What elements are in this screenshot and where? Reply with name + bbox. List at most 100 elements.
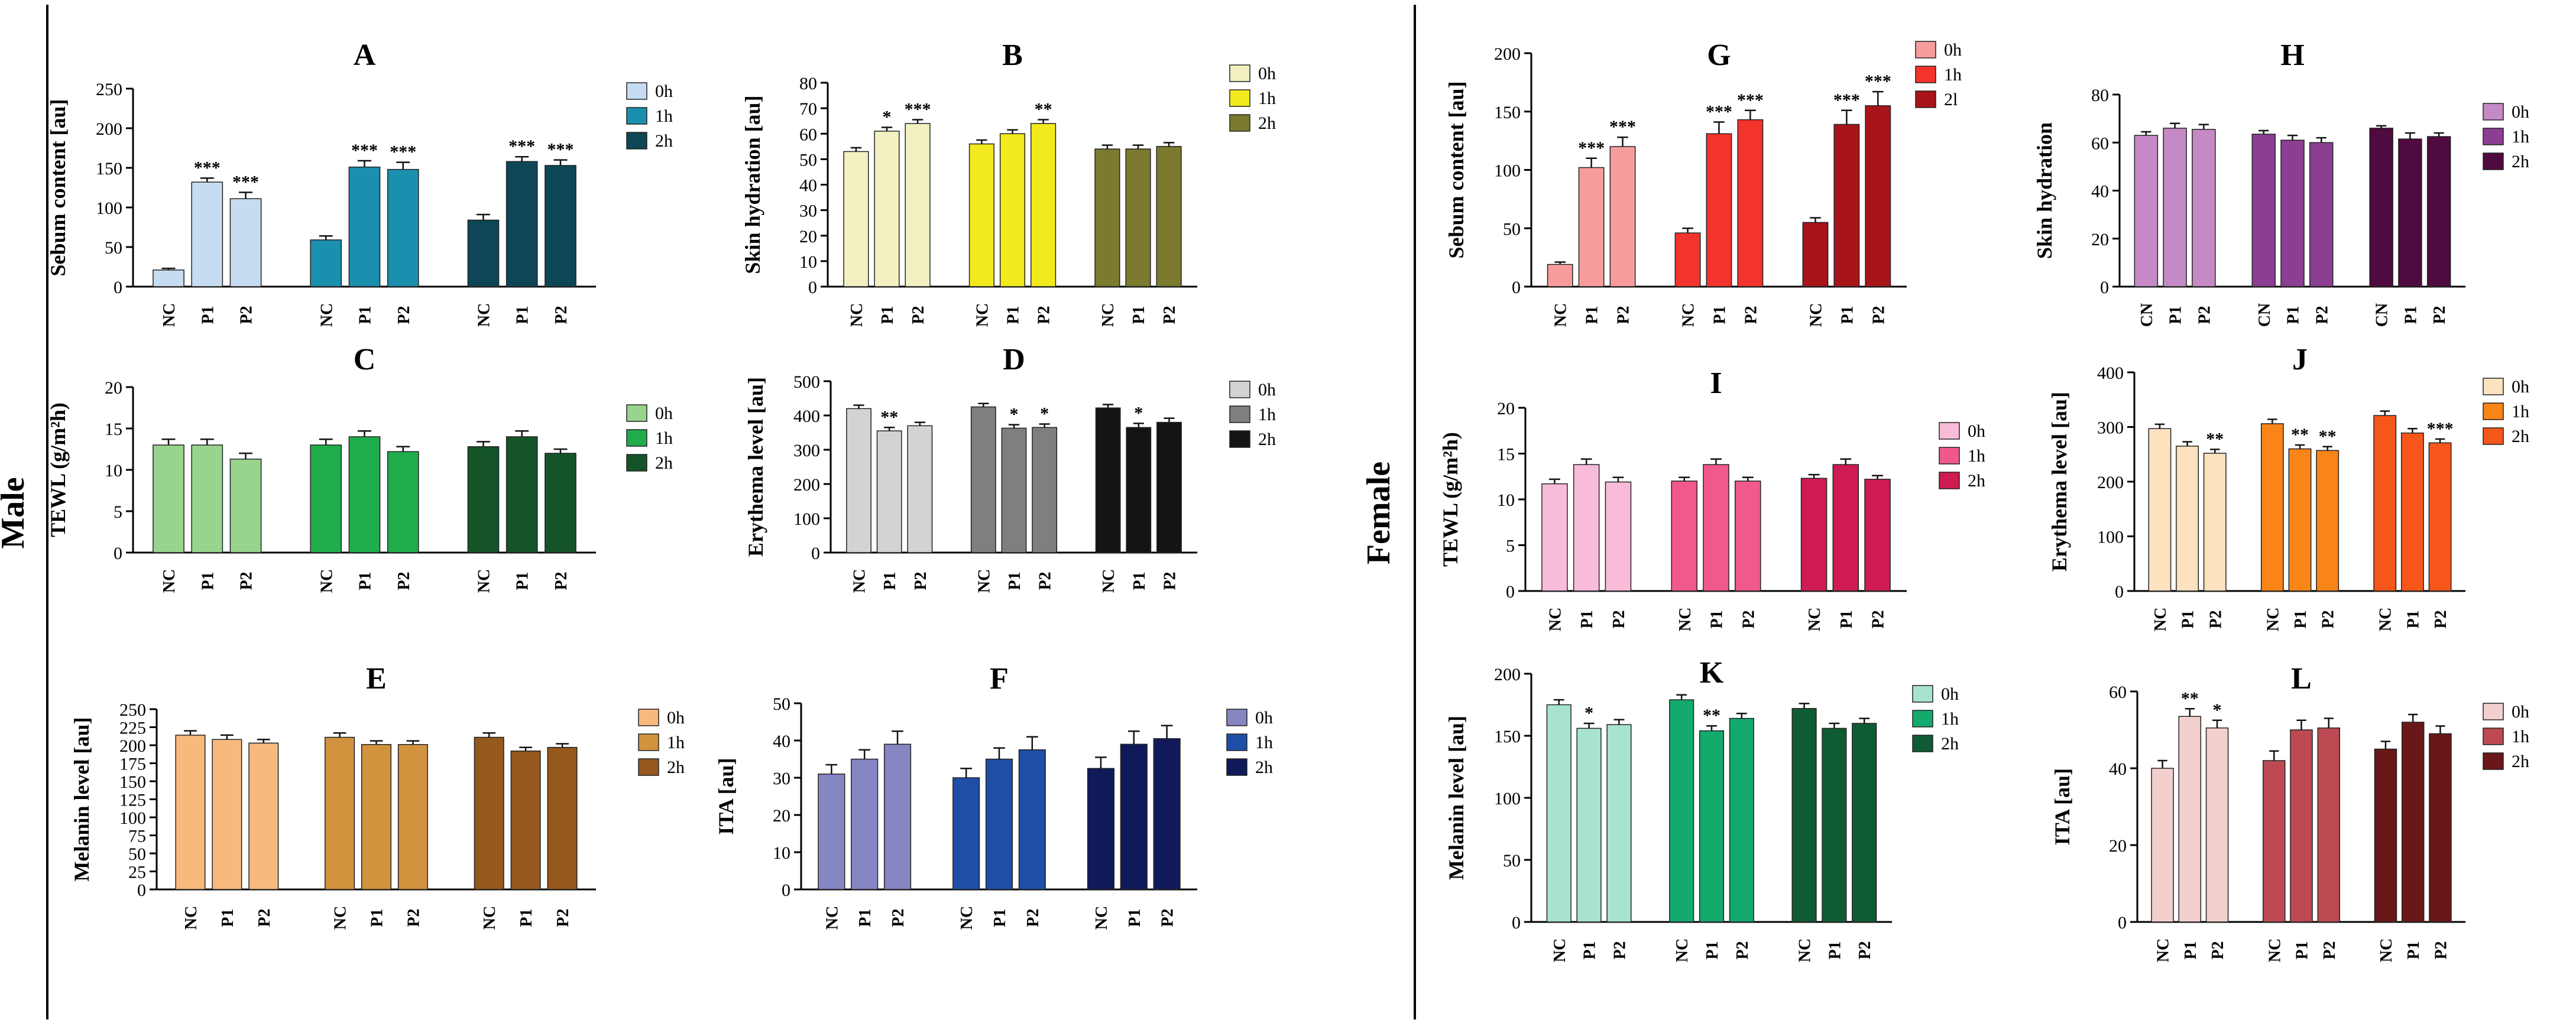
panel-e-ytick-label: 50 xyxy=(128,845,146,864)
panel-c-title: C xyxy=(354,343,376,376)
panel-b-ytick-label: 70 xyxy=(799,99,817,119)
panel-a-ylabel: Sebum content [au] xyxy=(46,99,70,276)
panel-b-xtick-label: NC xyxy=(973,303,991,327)
panel-g-legend-label-2l: 2l xyxy=(1944,90,1958,109)
panel-g-bar-1h-p2 xyxy=(1737,119,1764,287)
panel-l-xtick-label: P1 xyxy=(2293,941,2312,959)
panel-d-bar-2h-nc xyxy=(1095,407,1121,553)
panel-c-xtick-label: P2 xyxy=(238,571,256,590)
panel-f-bar-2h-p1 xyxy=(1120,743,1148,890)
panel-e-xtick-label: P1 xyxy=(517,908,536,927)
panel-b-legend-swatch-0h xyxy=(1229,64,1250,82)
panel-l-bar-2h-p1 xyxy=(2401,722,2425,923)
panel-k-xtick-label: NC xyxy=(1796,938,1814,962)
panel-g-chart: G Sebum content [au] 0 50 100 150 200 NC *** P1 **… xyxy=(1444,38,1962,327)
panel-h-legend-label-2h: 2h xyxy=(2512,152,2529,171)
panel-h-bar-2h-p1 xyxy=(2398,138,2422,287)
panel-l-bar-2h-p2 xyxy=(2429,733,2452,923)
panel-h-xtick-label: P1 xyxy=(2285,306,2303,324)
panel-e-xtick-label: P1 xyxy=(219,908,237,927)
panel-j-ytick-label: 0 xyxy=(2115,582,2124,602)
panel-h-ytick-label: 40 xyxy=(2091,182,2109,202)
panel-g-significance-label: *** xyxy=(1578,138,1605,158)
panel-l-ytick-label: 60 xyxy=(2109,683,2127,702)
panel-h-chart: H Skin hydration 0 20 40 60 80 CN P1 P2 CN P1 P2 CN P1… xyxy=(2033,38,2529,327)
panel-j-chart: J Erythema level [au] 0 100 200 300 400 NC P1 ** P… xyxy=(2047,343,2529,631)
panel-h-bar-1h-p2 xyxy=(2309,142,2334,287)
panel-i-xtick-label: P2 xyxy=(1869,610,1888,628)
panel-d-xtick-label: P1 xyxy=(881,571,899,590)
panel-f-ytick-label: 40 xyxy=(773,732,790,751)
panel-b-ytick-label: 50 xyxy=(799,150,817,170)
panel-h-ytick-label: 60 xyxy=(2091,134,2109,153)
panel-d-ytick-label: 0 xyxy=(811,544,820,563)
panel-b-ytick-label: 60 xyxy=(799,125,817,144)
panel-c-legend-swatch-0h xyxy=(626,404,647,422)
panel-d-legend-swatch-1h xyxy=(1229,405,1250,423)
panel-k-title: K xyxy=(1700,656,1724,690)
panel-e-ytick-label: 225 xyxy=(119,719,146,738)
panel-e-ytick-label: 150 xyxy=(119,772,146,792)
panel-b-legend-label-0h: 0h xyxy=(1258,64,1276,83)
panel-i-xtick-label: P1 xyxy=(1838,610,1856,628)
panel-l-xtick-label: P1 xyxy=(2182,941,2200,959)
panel-a-significance-label: *** xyxy=(390,142,416,162)
panel-h-xtick-label: CN xyxy=(2138,303,2156,327)
panel-j-ytick-label: 400 xyxy=(2097,363,2124,383)
panel-l-bar-1h-p2 xyxy=(2317,728,2340,923)
panel-f-ytick-label: 10 xyxy=(773,843,790,863)
panel-g-bar-0h-p2 xyxy=(1609,146,1636,287)
panel-k-bar-2h-p2 xyxy=(1852,723,1877,923)
panel-b-legend-label-1h: 1h xyxy=(1258,89,1276,108)
panel-e-bar-0h-nc xyxy=(175,735,206,890)
panel-a-ytick-label: 150 xyxy=(96,159,122,178)
panel-e-xtick-label: P2 xyxy=(404,908,423,927)
panel-i-bar-2h-p1 xyxy=(1832,464,1859,592)
panel-g-xtick-label: P2 xyxy=(1742,306,1760,324)
panel-k-xtick-label: P2 xyxy=(1733,941,1752,959)
panel-j-xtick-label: NC xyxy=(2151,608,2170,631)
panel-e-legend-swatch-0h xyxy=(638,709,659,726)
panel-j-xtick-label: P2 xyxy=(2319,610,2338,628)
panel-h-bar-0h-cn xyxy=(2134,135,2159,287)
panel-k-xtick-label: P2 xyxy=(1611,941,1629,959)
panel-i-bar-1h-p1 xyxy=(1703,464,1729,592)
panel-d-title: D xyxy=(1003,343,1025,376)
panel-i-bar-2h-p2 xyxy=(1864,479,1891,592)
panel-i-ytick-label: 10 xyxy=(1497,491,1515,510)
panel-f-ytick-label: 0 xyxy=(782,881,790,900)
panel-h-legend-swatch-1h xyxy=(2483,128,2504,145)
panel-b-bar-2h-nc xyxy=(1094,148,1120,287)
panel-e-legend-swatch-1h xyxy=(638,733,659,751)
panel-a-bar-1h-p2 xyxy=(387,168,419,287)
panel-d-significance-label: * xyxy=(1010,405,1019,424)
panel-a-legend-swatch-1h xyxy=(626,107,647,125)
panel-h-bar-0h-p1 xyxy=(2163,128,2187,287)
panel-b-chart: B Skin hydration [au] 0 10 20 30 40 50 60 70 80 NC *… xyxy=(741,38,1276,327)
panel-l-bar-0h-nc xyxy=(2151,768,2174,923)
panel-e-ytick-label: 25 xyxy=(128,863,146,882)
panel-e-bar-1h-p2 xyxy=(397,744,428,890)
panel-e-ylabel: Melanin level [au] xyxy=(70,717,93,882)
panel-d-legend-label-1h: 1h xyxy=(1258,405,1276,424)
panel-g-bar-0h-p1 xyxy=(1578,167,1605,287)
panel-a-title: A xyxy=(354,38,376,72)
panel-k-ylabel: Melanin level [au] xyxy=(1444,716,1468,880)
panel-i-bar-0h-nc xyxy=(1541,483,1568,592)
panel-i-xtick-label: P1 xyxy=(1708,610,1726,628)
panel-j-legend-swatch-2h xyxy=(2483,427,2504,445)
panel-j-significance-label: ** xyxy=(2206,429,2224,449)
panel-i-bar-0h-p1 xyxy=(1573,464,1600,592)
panel-h-ytick-label: 80 xyxy=(2091,86,2109,105)
panel-i-xtick-label: NC xyxy=(1546,608,1564,631)
panel-e-chart: E Melanin level [au] 025507510012515017520… xyxy=(70,662,685,930)
panel-k-xtick-label: NC xyxy=(1551,938,1569,962)
panel-k-bar-2h-nc xyxy=(1791,708,1817,923)
panel-a-ytick-label: 200 xyxy=(96,119,122,139)
panel-b-bar-1h-p2 xyxy=(1031,123,1057,287)
panel-h-xtick-label: P2 xyxy=(2431,306,2449,324)
panel-d-xtick-label: P2 xyxy=(1036,571,1055,590)
panel-h-xtick-label: CN xyxy=(2373,303,2392,327)
panel-i-bar-1h-p2 xyxy=(1735,480,1761,592)
panel-d-bar-1h-nc xyxy=(970,406,996,553)
